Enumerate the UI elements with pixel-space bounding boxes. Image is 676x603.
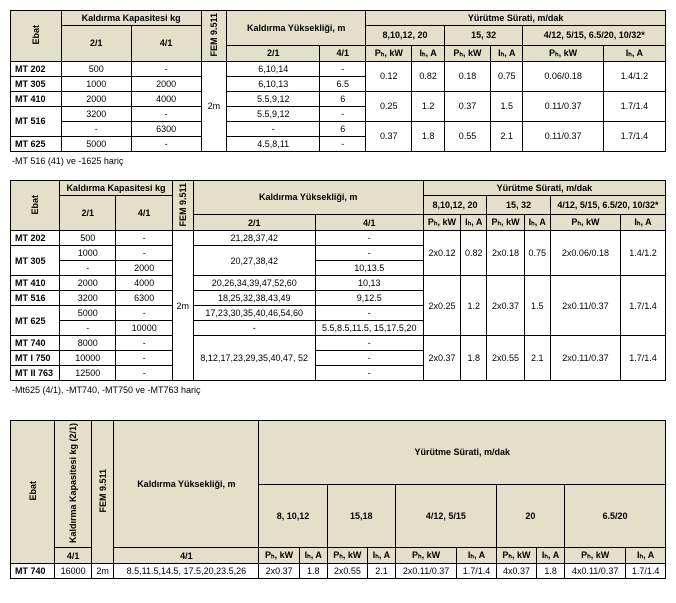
hdr-ih: Iₕ, A bbox=[626, 548, 666, 564]
hdr-ih: Iₕ, A bbox=[524, 215, 550, 231]
hdr-kap21: Kaldırma Kapasitesi kg (2/1) bbox=[55, 421, 92, 548]
hdr-ebat: Ebat bbox=[11, 11, 62, 62]
hdr-fem: FEM 9.511 bbox=[91, 421, 113, 564]
hdr-yuk: Kaldırma Yüksekliği, m bbox=[193, 180, 423, 215]
hdr-ih1: Iₕ, A bbox=[412, 45, 444, 61]
table2: Ebat Kaldırma Kapasitesi kg FEM 9.511 Ka… bbox=[10, 180, 666, 382]
hdr-s5: 6.5/20 bbox=[565, 484, 666, 548]
hdr-h21: 2/1 bbox=[227, 45, 320, 61]
table2-footnote: -Mt625 (4/1), -MT740, -MT750 ve -MT763 h… bbox=[12, 385, 666, 395]
hdr-21: 2/1 bbox=[61, 26, 131, 62]
table-row: MT 740 16000 2m 8.5,11.5,14.5, 17.5,20,2… bbox=[11, 564, 666, 579]
hdr-h41: 4/1 bbox=[114, 548, 259, 564]
hdr-ih: Iₕ, A bbox=[457, 548, 497, 564]
hdr-kap: Kaldırma Kapasitesi kg bbox=[61, 11, 201, 26]
hdr-ph: Pₕ, kW bbox=[565, 548, 626, 564]
hdr-ph: Pₕ, kW bbox=[496, 548, 536, 564]
table1-wrap: Ebat Kaldırma Kapasitesi kg FEM 9.511 Ka… bbox=[10, 10, 666, 152]
table3: Ebat Kaldırma Kapasitesi kg (2/1) FEM 9.… bbox=[10, 420, 666, 579]
hdr-41: 4/1 bbox=[131, 26, 201, 62]
hdr-ph2: Pₕ, kW bbox=[444, 45, 490, 61]
hdr-h41: 4/1 bbox=[320, 45, 366, 61]
hdr-ebat: Ebat bbox=[11, 421, 55, 564]
hdr-ph: Pₕ, kW bbox=[395, 548, 456, 564]
hdr-ph3: Pₕ, kW bbox=[523, 45, 603, 61]
table1: Ebat Kaldırma Kapasitesi kg FEM 9.511 Ka… bbox=[10, 10, 666, 152]
hdr-ih2: Iₕ, A bbox=[491, 45, 523, 61]
hdr-ph: Pₕ, kW bbox=[327, 548, 367, 564]
hdr-ph: Pₕ, kW bbox=[423, 215, 460, 231]
hdr-yuk: Kaldırma Yüksekliği, m bbox=[114, 421, 259, 548]
hdr-ih3: Iₕ, A bbox=[603, 45, 665, 61]
table-row: MT 202 500 - 2m 6,10,14 - 0.12 0.82 0.18… bbox=[11, 61, 666, 76]
hdr-h21: 2/1 bbox=[193, 215, 315, 231]
hdr-fem: FEM 9.511 bbox=[201, 11, 227, 62]
hdr-ph: Pₕ, kW bbox=[487, 215, 524, 231]
hdr-s4: 20 bbox=[496, 484, 564, 548]
table3-wrap: Ebat Kaldırma Kapasitesi kg (2/1) FEM 9.… bbox=[10, 420, 666, 579]
hdr-yurutme: Yürütme Sürati, m/dak bbox=[423, 180, 665, 195]
hdr-yuk: Kaldırma Yüksekliği, m bbox=[227, 11, 366, 46]
hdr-fem: FEM 9.511 bbox=[172, 180, 193, 231]
hdr-s2: 15,18 bbox=[327, 484, 395, 548]
hdr-h41: 4/1 bbox=[315, 215, 423, 231]
hdr-yurutme: Yürütme Sürati, m/dak bbox=[259, 421, 666, 485]
table-row: MT 410 2000 4000 20,26,34,39,47,52,60 10… bbox=[11, 276, 666, 291]
hdr-ih: Iₕ, A bbox=[299, 548, 327, 564]
hdr-yurutme: Yürütme Sürati, m/dak bbox=[366, 11, 666, 26]
hdr-sp4: 4/12, 5/15, 6.5/20, 10/32* bbox=[550, 195, 665, 215]
hdr-ebat: Ebat bbox=[11, 180, 60, 231]
hdr-ih: Iₕ, A bbox=[621, 215, 666, 231]
table2-wrap: Ebat Kaldırma Kapasitesi kg FEM 9.511 Ka… bbox=[10, 180, 666, 382]
table-row: - 6300 - 6 0.37 1.8 0.55 2.1 0.11/0.37 1… bbox=[11, 121, 666, 136]
hdr-41: 4/1 bbox=[55, 548, 92, 564]
hdr-41: 4/1 bbox=[116, 195, 172, 231]
hdr-ph1: Pₕ, kW bbox=[366, 45, 412, 61]
hdr-ph: Pₕ, kW bbox=[550, 215, 620, 231]
hdr-sp3: 4/12, 5/15, 6.5/20, 10/32* bbox=[523, 26, 666, 46]
hdr-s3: 4/12, 5/15 bbox=[395, 484, 496, 548]
hdr-ph: Pₕ, kW bbox=[259, 548, 299, 564]
table-row: MT 410 2000 4000 5.5,9,12 6 0.25 1.2 0.3… bbox=[11, 91, 666, 106]
hdr-kap: Kaldırma Kapasitesi kg bbox=[60, 180, 173, 195]
hdr-sp1: 8,10,12, 20 bbox=[423, 195, 487, 215]
hdr-21: 2/1 bbox=[60, 195, 116, 231]
hdr-s1: 8, 10,12 bbox=[259, 484, 327, 548]
hdr-sp2: 15, 32 bbox=[487, 195, 551, 215]
hdr-ih: Iₕ, A bbox=[461, 215, 487, 231]
hdr-sp2: 15, 32 bbox=[444, 26, 523, 46]
table-row: MT 740 8000 - 8,12,17,23,29,35,40,47, 52… bbox=[11, 336, 666, 351]
hdr-sp1: 8,10,12, 20 bbox=[366, 26, 445, 46]
table1-footnote: -MT 516 (41) ve -1625 hariç bbox=[12, 156, 666, 166]
hdr-ih: Iₕ, A bbox=[368, 548, 396, 564]
table-row: MT 202 500 - 2m 21,28,37,42 - 2x0.12 0.8… bbox=[11, 231, 666, 246]
hdr-ih: Iₕ, A bbox=[537, 548, 565, 564]
